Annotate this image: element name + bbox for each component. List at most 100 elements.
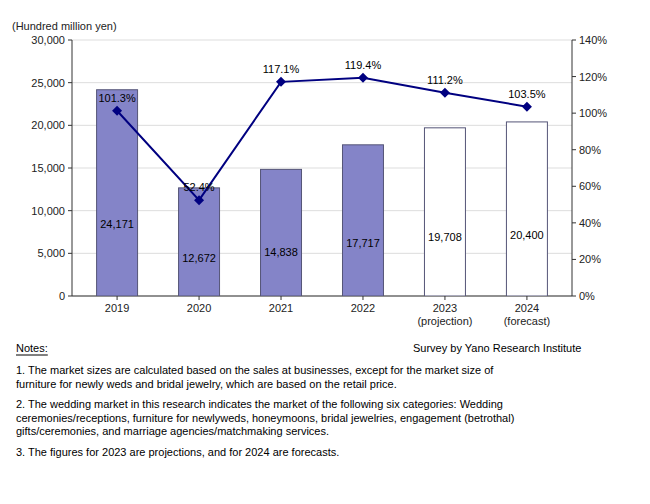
marker — [194, 195, 204, 205]
marker — [112, 106, 122, 116]
tick-mark — [68, 296, 72, 297]
tick-label: 80% — [579, 144, 601, 156]
axis-line — [72, 40, 73, 296]
tick-label: 15,000 — [31, 162, 65, 174]
tick-mark — [362, 296, 363, 300]
data-label: 19,708 — [428, 231, 462, 243]
data-label: 101.3% — [98, 92, 136, 104]
chart: 0 5,000 10,000 15,000 20,000 25,000 30,000 0% 20… — [0, 0, 650, 504]
tick-mark — [572, 113, 576, 114]
data-label: 24,171 — [100, 218, 134, 230]
tick-mark — [117, 296, 118, 300]
tick-label: 60% — [579, 180, 601, 192]
tick-label: 0% — [579, 290, 595, 302]
tick-label: 40% — [579, 217, 601, 229]
grid-line — [72, 296, 572, 297]
tick-label: 20,000 — [31, 119, 65, 131]
tick-mark — [68, 253, 72, 254]
bar — [261, 169, 302, 296]
annotation: Notes: — [16, 342, 48, 354]
tick-mark — [572, 186, 576, 187]
tick-mark — [68, 82, 72, 83]
text-line: furniture for newly weds and bridal jewe… — [16, 378, 397, 390]
axis-line — [572, 40, 573, 296]
tick-label: 2023(projection) — [417, 302, 472, 327]
data-label: 103.5% — [508, 88, 546, 100]
grid-line — [72, 253, 572, 254]
tick-label: 2019 — [105, 302, 129, 314]
data-label: 12,672 — [182, 252, 216, 264]
underline — [16, 355, 48, 356]
grid-line — [72, 210, 572, 211]
marker — [522, 102, 532, 112]
text-line: 2023 — [433, 302, 457, 314]
tick-label: 100% — [579, 107, 607, 119]
tick-mark — [572, 222, 576, 223]
tick-mark — [526, 296, 527, 300]
text-line: 2019 — [105, 302, 129, 314]
tick-mark — [572, 76, 576, 77]
text-line: 2. The wedding market in this research i… — [16, 398, 503, 410]
tick-label: 0 — [59, 290, 65, 302]
tick-mark — [68, 168, 72, 169]
data-label: 14,838 — [264, 246, 298, 258]
tick-label: 30,000 — [31, 34, 65, 46]
tick-label: 10,000 — [31, 205, 65, 217]
axis-label: (Hundred million yen) — [12, 20, 117, 32]
text-line: 3. The figures for 2023 are projections,… — [16, 446, 339, 458]
axes: 0 5,000 10,000 15,000 20,000 25,000 30,000 0% 20… — [31, 34, 607, 327]
tick-label: 5,000 — [37, 247, 65, 259]
text-line: Survey by Yano Research Institute — [413, 342, 581, 354]
bar — [179, 188, 220, 296]
tick-label: 140% — [579, 34, 607, 46]
tick-mark — [199, 296, 200, 300]
marker — [276, 77, 286, 87]
data-label: 117.1% — [263, 63, 300, 75]
text-line: ceremonies/receptions, furniture for new… — [16, 412, 514, 424]
data-label: 119.4% — [345, 59, 382, 71]
notes: Notes: Survey by Yano Research Institute 1… — [16, 342, 581, 458]
tick-mark — [68, 40, 72, 41]
tick-mark — [68, 210, 72, 211]
tick-label: 2021 — [269, 302, 293, 314]
tick-mark — [444, 296, 445, 300]
axis-line — [72, 296, 572, 297]
tick-mark — [572, 40, 576, 41]
tick-label: 20% — [579, 253, 601, 265]
tick-label: 120% — [579, 71, 607, 83]
tick-label: 25,000 — [31, 77, 65, 89]
tick-mark — [281, 296, 282, 300]
annotation: 3. The figures for 2023 are projections,… — [16, 446, 339, 458]
tick-mark — [572, 259, 576, 260]
plot-area — [97, 73, 548, 296]
grid-line — [72, 168, 572, 169]
text-line: 2021 — [269, 302, 293, 314]
grid-line — [72, 40, 572, 41]
bar — [506, 122, 547, 296]
text-line: (forecast) — [504, 315, 550, 327]
marker — [358, 73, 368, 83]
annotation: 2. The wedding market in this research i… — [16, 398, 514, 437]
annotation: 1. The market sizes are calculated based… — [16, 364, 494, 390]
bar — [97, 90, 138, 296]
tick-label: 2024(forecast) — [504, 302, 550, 327]
data-labels: 24,171 12,672 14,838 17,717 19,708 20,400 101.… — [98, 59, 545, 264]
tick-label: 2020 — [187, 302, 211, 314]
text-line: Notes: — [16, 342, 48, 354]
grid-line — [72, 125, 572, 126]
text-line: (projection) — [417, 315, 472, 327]
data-label: 20,400 — [510, 229, 544, 241]
tick-label: 2022 — [351, 302, 375, 314]
bar — [424, 128, 465, 296]
text-line: gifts/ceremonies, and marriage agencies/… — [16, 425, 329, 437]
data-label: 111.2% — [427, 74, 463, 86]
bar — [342, 145, 383, 296]
tick-mark — [572, 149, 576, 150]
text-line: 2024 — [515, 302, 539, 314]
marker — [440, 88, 450, 98]
tick-mark — [572, 296, 576, 297]
data-label: 52.4% — [183, 181, 214, 193]
text-line: 2022 — [351, 302, 375, 314]
tick-mark — [68, 125, 72, 126]
data-label: 17,717 — [346, 237, 380, 249]
